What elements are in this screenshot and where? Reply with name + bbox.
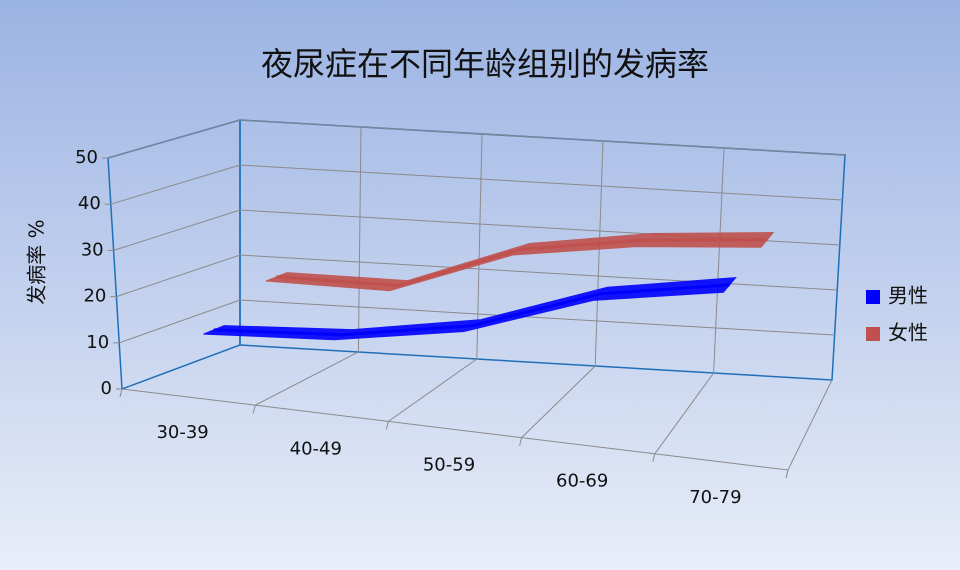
legend-label: 女性 [888,321,928,345]
grid-line [110,164,843,205]
x-tick-label: 50-59 [423,455,475,476]
x-tick [252,405,256,414]
x-tick-label: 30-39 [156,422,208,443]
ribbon-face [265,231,775,292]
grid-line [107,119,846,159]
y-tick-label: 0 [101,378,112,399]
front-axis [107,157,123,390]
legend-swatch [866,290,880,304]
x-tick [519,437,523,446]
series-line [276,238,768,288]
x-tick [119,388,123,398]
x-tick-label: 70-79 [689,487,741,508]
x-tick [785,469,789,479]
y-tick-label: 20 [83,286,106,307]
y-tick-label: 30 [81,239,104,260]
category-grid [254,126,362,406]
grid-line [116,254,838,298]
y-axis-label: 发病率 % [25,219,49,304]
legend-label: 男性 [888,284,928,308]
grid-line [119,299,835,344]
chart-title: 夜尿症在不同年龄组别的发病率 [261,45,709,83]
grid-line [113,209,840,251]
y-tick-label: 50 [75,147,98,168]
x-tick-label: 40-49 [290,438,342,459]
legend-swatch [866,327,880,341]
y-tick-label: 40 [78,193,101,214]
category-grid [521,140,604,438]
x-tick [385,421,389,430]
category-grid [654,147,725,455]
x-tick [652,453,656,462]
series-line [213,283,730,337]
category-grid [388,133,483,422]
x-tick-label: 60-69 [556,471,608,492]
y-tick-label: 10 [86,332,109,353]
